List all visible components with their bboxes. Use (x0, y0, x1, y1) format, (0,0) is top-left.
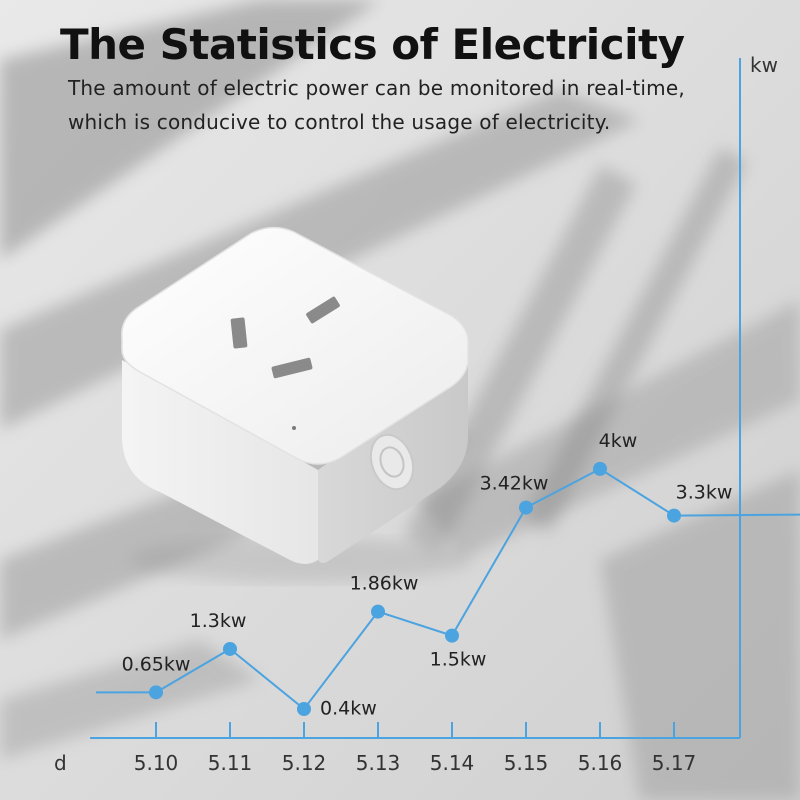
data-label: 0.65kw (122, 653, 191, 675)
data-point (297, 702, 311, 716)
data-label: 4kw (599, 430, 638, 452)
x-tick-label: 5.14 (430, 751, 475, 775)
x-axis-unit-label: d (54, 751, 67, 775)
smart-plug-image (121, 226, 470, 582)
data-point (371, 604, 385, 619)
data-label: 1.5kw (430, 649, 487, 671)
data-label: 3.3kw (676, 482, 733, 504)
x-tick-label: 5.12 (282, 751, 327, 775)
data-label: 3.42kw (480, 473, 549, 495)
series-line (155, 467, 675, 711)
series-lead-out-line (673, 513, 800, 517)
data-point (445, 628, 459, 643)
data-label: 0.4kw (320, 698, 377, 720)
x-tick-label: 5.11 (208, 751, 253, 775)
data-point (519, 500, 533, 515)
y-axis-unit-label: kw (750, 53, 778, 77)
x-tick-label: 5.13 (356, 751, 401, 775)
x-tick-label: 5.16 (578, 751, 623, 775)
data-point (223, 641, 237, 656)
data-point (593, 461, 607, 476)
subtitle-line-2: which is conducive to control the usage … (68, 110, 611, 134)
data-label: 1.3kw (190, 610, 247, 632)
data-label: 1.86kw (350, 573, 419, 595)
data-point (149, 685, 163, 700)
x-tick-label: 5.17 (652, 751, 697, 775)
x-tick-label: 5.15 (504, 751, 549, 775)
subtitle-line-1: The amount of electric power can be moni… (68, 76, 685, 100)
data-point (667, 508, 681, 523)
page-title: The Statistics of Electricity (60, 20, 685, 69)
x-tick-label: 5.10 (134, 751, 179, 775)
